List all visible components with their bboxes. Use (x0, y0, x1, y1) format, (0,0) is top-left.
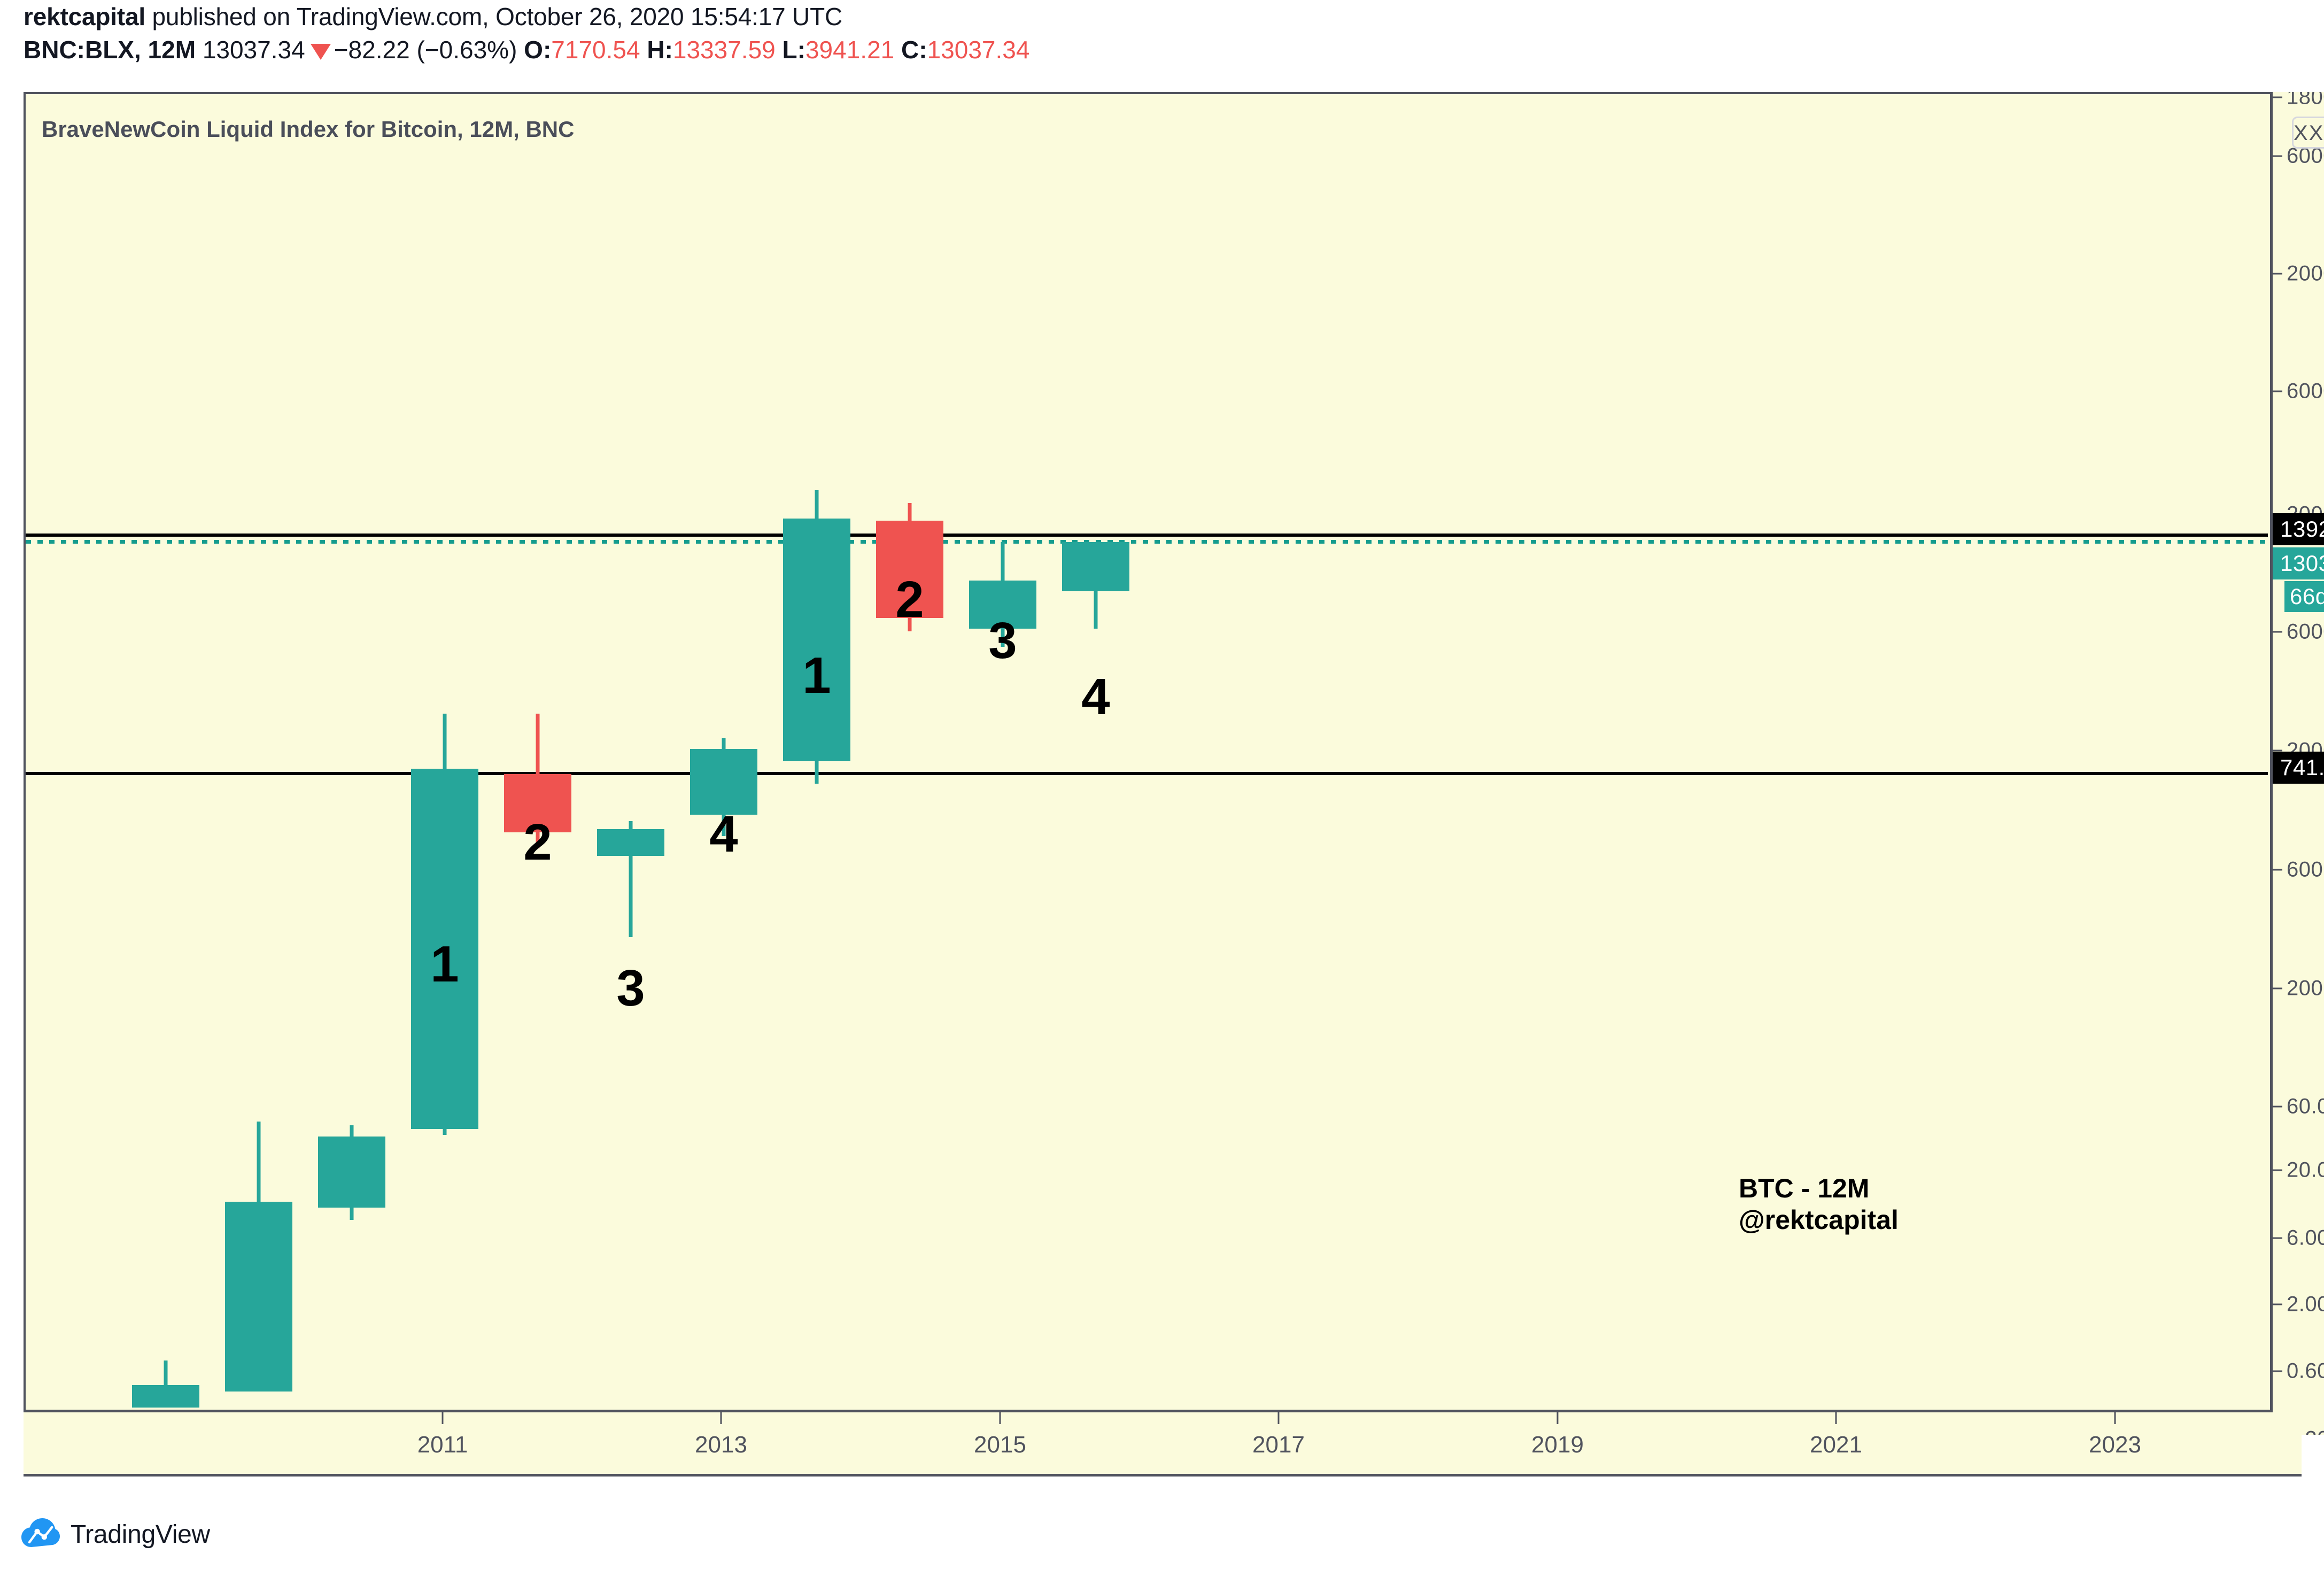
price-scale[interactable]: 1800000.00600000.00200000.0060000.002000… (2273, 92, 2324, 1435)
time-scale[interactable]: 20112013201520172019202120232025 (24, 1412, 2302, 1475)
cycle-label-2017: 1 (802, 647, 831, 704)
high-key: H: (647, 36, 673, 64)
bar-countdown-tag: 66d 9h (2284, 581, 2324, 612)
time-tick-mark (1277, 1412, 1280, 1424)
symbol-label: BNC:BLX, 12M (24, 36, 196, 64)
time-tick-mark (1835, 1412, 1837, 1424)
low-value: 3941.21 (805, 36, 895, 64)
footer: TradingView (21, 1518, 210, 1551)
candle-body (597, 829, 664, 856)
candle-body (690, 749, 757, 815)
change-pct: (−0.63%) (416, 36, 517, 64)
cycle-label-2015: 3 (616, 960, 645, 1017)
time-scale-divider (24, 1410, 2302, 1412)
time-tick-mark (1556, 1412, 1559, 1424)
low-key: L: (782, 36, 805, 64)
candle-body (132, 1385, 199, 1408)
time-tick-mark (2114, 1412, 2116, 1424)
price-tick-mark (2273, 1370, 2282, 1372)
open-value: 7170.54 (551, 36, 640, 64)
price-tick-label: 6.00 (2287, 1226, 2324, 1250)
chart-title: BraveNewCoin Liquid Index for Bitcoin, 1… (42, 117, 575, 142)
price-tick-mark (2273, 987, 2282, 990)
time-tick-label-2013: 2013 (695, 1432, 747, 1458)
time-tick-label-2015: 2015 (974, 1432, 1026, 1458)
price-tick-label: 0.60 (2287, 1359, 2324, 1383)
chart-frame (24, 92, 2302, 1435)
candle-body (504, 774, 571, 832)
price-tick-mark (2273, 1237, 2282, 1239)
time-tick-mark (720, 1412, 722, 1424)
change-abs: −82.22 (334, 36, 410, 64)
price-tick-label: 2.00 (2287, 1292, 2324, 1316)
time-tick-label-2021: 2021 (1810, 1432, 1862, 1458)
price-tick-mark (2273, 869, 2282, 871)
time-tick-mark (441, 1412, 444, 1424)
price-tag-13924-11[interactable]: 13924.11 (2273, 513, 2324, 545)
price-tick-label: 200000.00 (2287, 261, 2324, 285)
currency-badge[interactable]: XXX (2292, 117, 2324, 149)
support-solid[interactable] (26, 772, 2268, 775)
close-value: 13037.34 (927, 36, 1030, 64)
candle-body (225, 1202, 292, 1392)
note-line-1: BTC - 12M (1739, 1173, 1870, 1203)
time-tick-label-2017: 2017 (1252, 1432, 1305, 1458)
candle-body (783, 519, 850, 761)
time-tick-label-2023: 2023 (2089, 1432, 2141, 1458)
price-tick-label: 20.00 (2287, 1158, 2324, 1182)
candle-body (411, 769, 478, 1129)
publisher-name: rektcapital (24, 3, 145, 30)
cycle-label-2020: 4 (1081, 668, 1110, 725)
arrow-down-icon (310, 44, 331, 60)
candle-body (318, 1137, 385, 1208)
high-value: 13337.59 (672, 36, 776, 64)
price-tick-mark (2273, 1303, 2282, 1305)
publisher-meta: published on TradingView.com, October 26… (145, 3, 843, 30)
price-tick-mark (2273, 390, 2282, 392)
price-tick-mark (2273, 749, 2282, 752)
price-tick-mark (2273, 96, 2282, 98)
open-key: O: (524, 36, 552, 64)
price-tag-741-46[interactable]: 741.46 (2273, 752, 2324, 784)
cycle-label-2013: 1 (430, 936, 459, 993)
price-tick-mark (2273, 1106, 2282, 1108)
price-tag-13037-34[interactable]: 13037.34 (2273, 547, 2324, 579)
chart-header: rektcapital published on TradingView.com… (24, 4, 2300, 84)
time-tick-mark (999, 1412, 1001, 1424)
candle-body (1062, 542, 1129, 591)
candle-body (876, 521, 943, 618)
price-tick-label: 600.00 (2287, 857, 2324, 882)
cycle-label-2014: 2 (523, 814, 552, 871)
tradingview-logo-icon (21, 1518, 60, 1551)
price-tick-label: 200.00 (2287, 976, 2324, 1000)
price-tick-mark (2273, 1169, 2282, 1171)
resistance-solid[interactable] (26, 534, 2268, 537)
price-tick-mark (2273, 273, 2282, 275)
price-tick-label: 60000.00 (2287, 379, 2324, 403)
candle-wick (629, 821, 633, 937)
tradingview-brand-label: TradingView (71, 1520, 210, 1549)
price-tick-mark (2273, 631, 2282, 633)
price-tick-label: 1800000.00 (2287, 92, 2324, 109)
note-line-2: @rektcapital (1739, 1205, 1899, 1235)
quote-line: BNC:BLX, 12M 13037.34 −82.22 (−0.63%) O:7… (24, 37, 2300, 62)
cycle-label-2018: 2 (895, 571, 924, 628)
chart-watermark-note: BTC - 12M @rektcapital (1739, 1173, 1899, 1236)
chart-plot-area[interactable]: BraveNewCoin Liquid Index for Bitcoin, 1… (26, 94, 2268, 1408)
time-tick-label-2011: 2011 (417, 1432, 468, 1458)
resistance-dotted[interactable] (26, 540, 2268, 544)
time-tick-label-2019: 2019 (1531, 1432, 1584, 1458)
price-tick-label: 60.00 (2287, 1094, 2324, 1118)
candle-wick (164, 1360, 168, 1408)
price-scale-divider (2270, 92, 2273, 1435)
last-price: 13037.34 (202, 36, 305, 64)
publisher-line: rektcapital published on TradingView.com… (24, 4, 2300, 29)
price-tick-mark (2273, 155, 2282, 157)
time-scale-bottom-border (24, 1474, 2302, 1476)
close-key: C: (901, 36, 927, 64)
candle-body (969, 581, 1036, 629)
price-tick-label: 6000.00 (2287, 620, 2324, 644)
cycle-label-2016: 4 (709, 806, 738, 863)
cycle-label-2019: 3 (988, 612, 1017, 669)
